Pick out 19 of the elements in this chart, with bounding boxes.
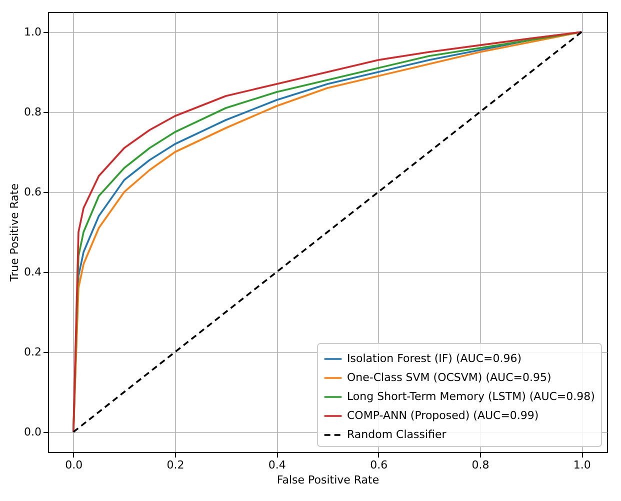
y-tick-label: 0.4 — [24, 266, 42, 278]
y-tick-label: 0.6 — [24, 186, 42, 198]
x-tick-label: 0.8 — [472, 458, 490, 472]
x-axis-title: False Positive Rate — [276, 474, 380, 486]
y-tick-label: 1.0 — [24, 26, 42, 38]
legend-label: Long Short-Term Memory (LSTM) (AUC=0.98) — [347, 390, 595, 403]
x-tick-label: 0.0 — [65, 458, 83, 472]
x-tick-label: 0.4 — [268, 458, 286, 472]
legend-label: One-Class SVM (OCSVM) (AUC=0.95) — [347, 371, 552, 384]
legend-label: COMP-ANN (Proposed) (AUC=0.99) — [347, 409, 539, 422]
legend-label: Random Classifier — [347, 428, 447, 441]
legend-label: Isolation Forest (IF) (AUC=0.96) — [347, 352, 522, 365]
y-tick-label: 0.0 — [24, 426, 42, 438]
x-tick-label: 0.2 — [166, 458, 184, 472]
x-tick-label: 1.0 — [573, 458, 591, 472]
y-tick-label: 0.2 — [24, 346, 42, 358]
y-axis-title: True Positive Rate — [8, 183, 22, 282]
y-tick-label: 0.8 — [24, 106, 42, 118]
x-tick-label: 0.6 — [370, 458, 388, 472]
